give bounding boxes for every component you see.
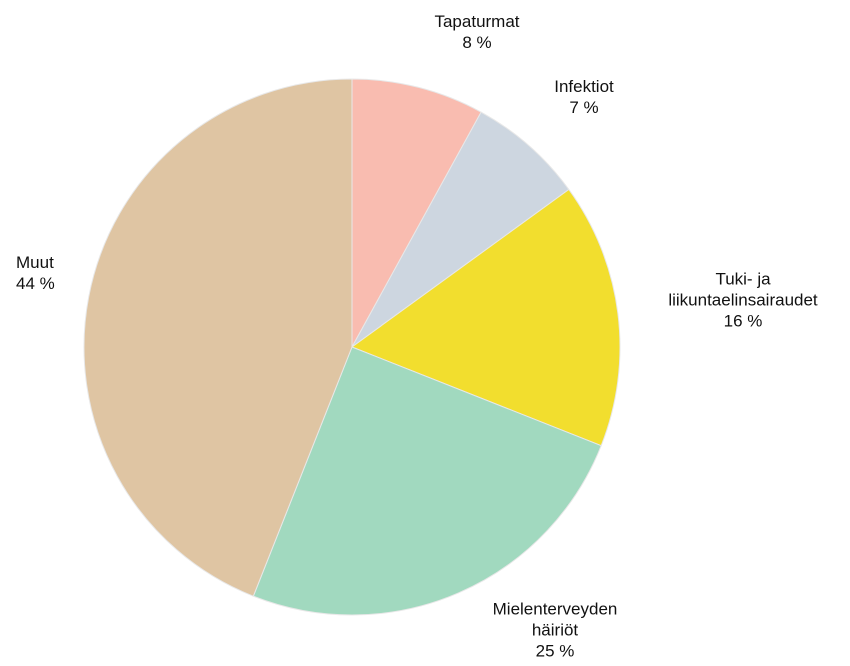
value-label: 8 % bbox=[462, 33, 492, 52]
value-label: 44 % bbox=[16, 274, 55, 293]
category-label: Infektiot bbox=[554, 77, 614, 96]
value-label: 16 % bbox=[723, 311, 763, 331]
slice-label: Tapaturmat 8 % bbox=[434, 11, 519, 53]
category-label: Tapaturmat bbox=[434, 12, 520, 31]
pie-slice bbox=[351, 78, 482, 348]
slice-label: Infektiot 7 % bbox=[554, 76, 614, 118]
slice-label: Mielenterveyden häiriöt 25 % bbox=[493, 599, 618, 662]
category-label: Tuki- ja liikuntaelinsairaudet bbox=[668, 269, 818, 310]
slice-label: Tuki- ja liikuntaelinsairaudet 16 % bbox=[668, 269, 817, 332]
category-label: Muut bbox=[16, 253, 54, 272]
pie-slice bbox=[83, 78, 353, 597]
category-label: Mielenterveyden häiriöt bbox=[492, 599, 618, 640]
pie-slice bbox=[252, 346, 602, 616]
slice-label: Muut 44 % bbox=[16, 252, 55, 294]
value-label: 25 % bbox=[535, 641, 575, 661]
pie-slice bbox=[351, 111, 570, 348]
value-label: 7 % bbox=[569, 98, 599, 117]
pie-slice bbox=[350, 188, 621, 447]
